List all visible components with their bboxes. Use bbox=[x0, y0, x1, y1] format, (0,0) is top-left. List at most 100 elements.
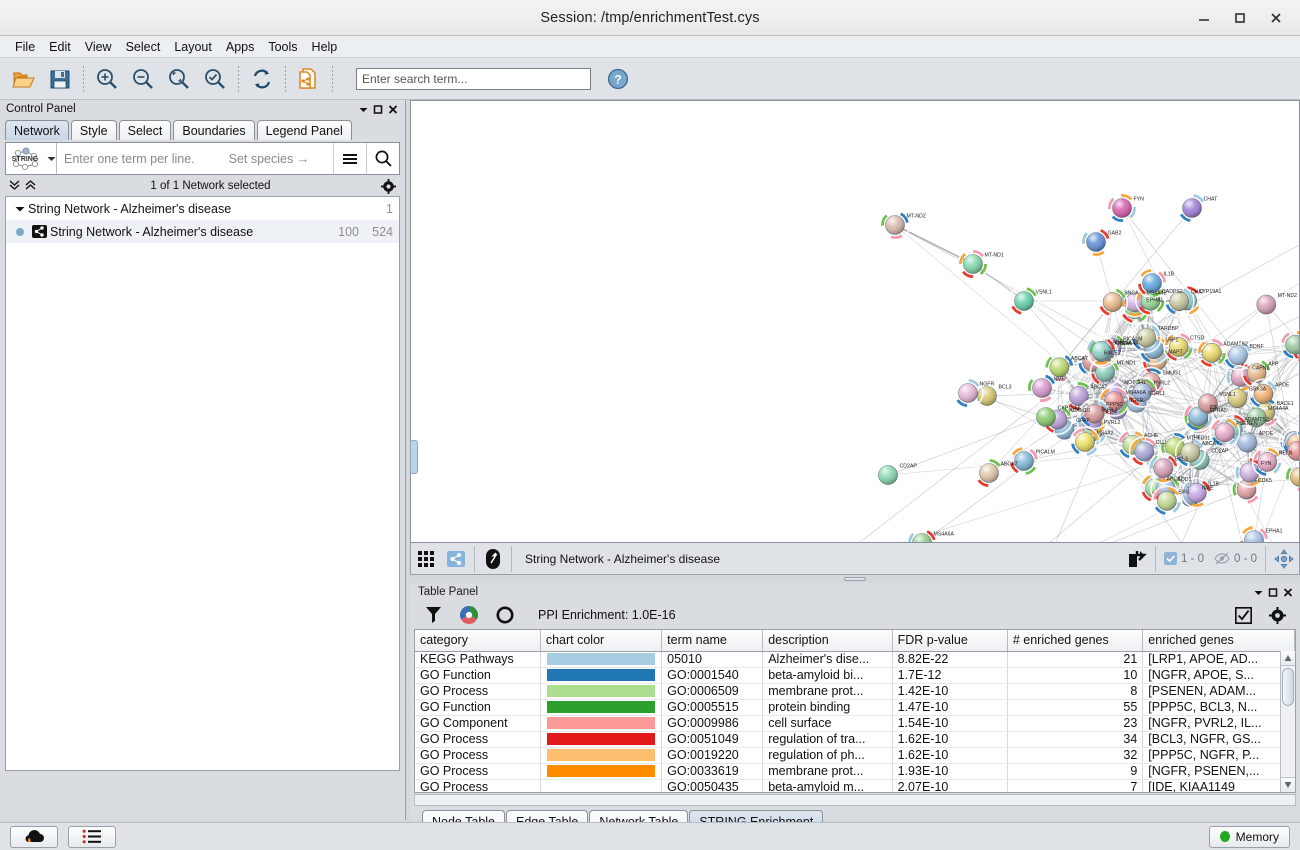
export-network-icon[interactable] bbox=[291, 62, 327, 96]
network-group-row[interactable]: String Network - Alzheimer's disease 1 bbox=[6, 197, 399, 220]
table-row[interactable]: GO Process GO:0051049 regulation of tra...… bbox=[415, 731, 1295, 748]
select-all-checkbox-icon[interactable] bbox=[1232, 603, 1254, 627]
tab-select[interactable]: Select bbox=[118, 120, 172, 140]
network-settings-gear-icon[interactable] bbox=[376, 178, 400, 194]
minimize-icon[interactable] bbox=[1186, 3, 1222, 33]
column-header-chart-color[interactable]: chart color bbox=[540, 630, 663, 652]
menu-help[interactable]: Help bbox=[311, 39, 338, 54]
ppi-enrichment-label: PPI Enrichment: 1.0E-16 bbox=[538, 608, 676, 622]
expand-triangle-icon[interactable] bbox=[12, 204, 28, 214]
filter-icon[interactable] bbox=[422, 603, 444, 627]
help-icon[interactable]: ? bbox=[605, 66, 631, 92]
hamburger-icon[interactable] bbox=[333, 143, 366, 174]
column-header-enriched-genes[interactable]: enriched genes bbox=[1142, 630, 1295, 652]
menu-apps[interactable]: Apps bbox=[225, 39, 255, 54]
zoom-selected-icon[interactable] bbox=[197, 62, 233, 96]
share-network-icon[interactable] bbox=[441, 544, 471, 574]
set-species-link[interactable]: Set species → bbox=[228, 151, 310, 166]
divider bbox=[474, 545, 475, 572]
panel-close-icon[interactable] bbox=[386, 102, 401, 116]
save-icon[interactable] bbox=[42, 62, 78, 96]
menu-file[interactable]: File bbox=[15, 39, 36, 54]
search-icon[interactable] bbox=[366, 143, 399, 174]
cell-gene-count: 32 bbox=[1007, 747, 1144, 764]
scroll-down-arrow-icon[interactable] bbox=[1281, 777, 1295, 792]
svg-text:CHAT: CHAT bbox=[1204, 197, 1219, 203]
cloud-icon[interactable] bbox=[10, 825, 58, 848]
maximize-icon[interactable] bbox=[1222, 3, 1258, 33]
menu-tools[interactable]: Tools bbox=[268, 39, 298, 54]
menu-edit[interactable]: Edit bbox=[49, 39, 71, 54]
table-panel-menu-icon[interactable] bbox=[1251, 585, 1266, 599]
svg-text:ABCA7: ABCA7 bbox=[1202, 441, 1219, 447]
table-horizontal-scrollbar[interactable] bbox=[414, 794, 1296, 806]
export-image-icon[interactable] bbox=[1122, 544, 1152, 574]
column-header-enriched-gene-count[interactable]: # enriched genes bbox=[1007, 630, 1144, 652]
search-input[interactable]: Enter search term... bbox=[356, 67, 591, 90]
collapse-all-icon[interactable] bbox=[8, 178, 21, 194]
panel-float-icon[interactable] bbox=[371, 102, 386, 116]
vertical-splitter[interactable] bbox=[410, 575, 1300, 583]
tab-legend-panel[interactable]: Legend Panel bbox=[256, 120, 352, 140]
zoom-out-icon[interactable] bbox=[125, 62, 161, 96]
table-row[interactable]: GO Process GO:0019220 regulation of ph... 1… bbox=[415, 747, 1295, 764]
column-header-description[interactable]: description bbox=[762, 630, 893, 652]
color-wheel-icon[interactable] bbox=[458, 603, 480, 627]
cell-gene-count: 9 bbox=[1007, 763, 1144, 780]
menu-select[interactable]: Select bbox=[125, 39, 161, 54]
toolbar-separator-2 bbox=[238, 65, 239, 92]
column-header-category[interactable]: category bbox=[415, 630, 541, 652]
scrollbar-thumb[interactable] bbox=[1282, 668, 1294, 706]
refresh-icon[interactable] bbox=[244, 62, 280, 96]
string-dropdown-icon[interactable] bbox=[46, 154, 56, 163]
table-row[interactable]: GO Component GO:0009986 cell surface 1.54E-… bbox=[415, 715, 1295, 732]
zoom-fit-icon[interactable] bbox=[161, 62, 197, 96]
menu-layout[interactable]: Layout bbox=[174, 39, 212, 54]
donut-chart-icon[interactable] bbox=[494, 603, 516, 627]
grid-layout-icon[interactable] bbox=[411, 544, 441, 574]
table-panel-float-icon[interactable] bbox=[1266, 585, 1281, 599]
annotation-icon[interactable] bbox=[478, 544, 508, 574]
enrichment-table[interactable]: category chart color term name descripti… bbox=[414, 629, 1296, 793]
close-icon[interactable] bbox=[1258, 3, 1294, 33]
string-logo-icon: STRING bbox=[6, 143, 46, 174]
table-body: KEGG Pathways 05010 Alzheimer's dise... 8.8… bbox=[415, 651, 1295, 792]
memory-status-button[interactable]: Memory bbox=[1208, 825, 1290, 848]
panel-resize-handle[interactable] bbox=[410, 440, 418, 474]
task-list-icon[interactable] bbox=[68, 825, 116, 848]
table-row[interactable]: GO Process GO:0006509 membrane prot... 1.42… bbox=[415, 683, 1295, 700]
scroll-up-arrow-icon[interactable] bbox=[1281, 651, 1295, 666]
table-row[interactable]: KEGG Pathways 05010 Alzheimer's dise... 8.8… bbox=[415, 651, 1295, 668]
string-term-input[interactable]: Enter one term per line. Set species → bbox=[57, 152, 333, 166]
svg-text:MT-ND2: MT-ND2 bbox=[907, 214, 926, 220]
menu-view[interactable]: View bbox=[84, 39, 112, 54]
selected-node-count[interactable]: 1 - 0 bbox=[1159, 552, 1209, 565]
cell-fdr-pvalue: 1.42E-10 bbox=[892, 683, 1008, 700]
color-swatch bbox=[546, 669, 656, 681]
column-header-fdr-pvalue[interactable]: FDR p-value bbox=[892, 630, 1008, 652]
tab-style[interactable]: Style bbox=[70, 120, 117, 140]
hidden-node-count[interactable]: 0 - 0 bbox=[1209, 552, 1262, 565]
open-folder-icon[interactable] bbox=[6, 62, 42, 96]
table-panel-close-icon[interactable] bbox=[1281, 585, 1296, 599]
cell-category: GO Process bbox=[415, 763, 541, 780]
tab-boundaries[interactable]: Boundaries bbox=[173, 120, 255, 140]
table-vertical-scrollbar[interactable] bbox=[1280, 651, 1295, 792]
network-canvas[interactable]: ABCA7 ADAMTS2 PVRL2 BCL3 MS4A4A ABCA7 MAPT NOTC… bbox=[410, 100, 1300, 543]
table-row[interactable]: GO Process GO:0050435 beta-amyloid m... 2.0… bbox=[415, 779, 1295, 792]
zoom-in-icon[interactable] bbox=[89, 62, 125, 96]
network-item-row[interactable]: String Network - Alzheimer's disease 100… bbox=[6, 220, 399, 243]
svg-text:SNCA: SNCA bbox=[1124, 291, 1139, 297]
fit-content-icon[interactable] bbox=[1269, 544, 1299, 574]
tab-network[interactable]: Network bbox=[5, 120, 69, 140]
table-row[interactable]: GO Function GO:0005515 protein binding 1.47… bbox=[415, 699, 1295, 716]
panel-menu-icon[interactable] bbox=[356, 102, 371, 116]
settings-gear-icon[interactable] bbox=[1266, 603, 1288, 627]
column-header-term-name[interactable]: term name bbox=[661, 630, 764, 652]
svg-text:TARDBP: TARDBP bbox=[1158, 326, 1179, 332]
splitter-grip bbox=[844, 577, 866, 581]
expand-all-icon[interactable] bbox=[24, 178, 37, 194]
control-panel: Control Panel Network Style Select Bound… bbox=[0, 100, 406, 820]
table-row[interactable]: GO Function GO:0001540 beta-amyloid bi... 1… bbox=[415, 667, 1295, 684]
table-row[interactable]: GO Process GO:0033619 membrane prot... 1.93… bbox=[415, 763, 1295, 780]
